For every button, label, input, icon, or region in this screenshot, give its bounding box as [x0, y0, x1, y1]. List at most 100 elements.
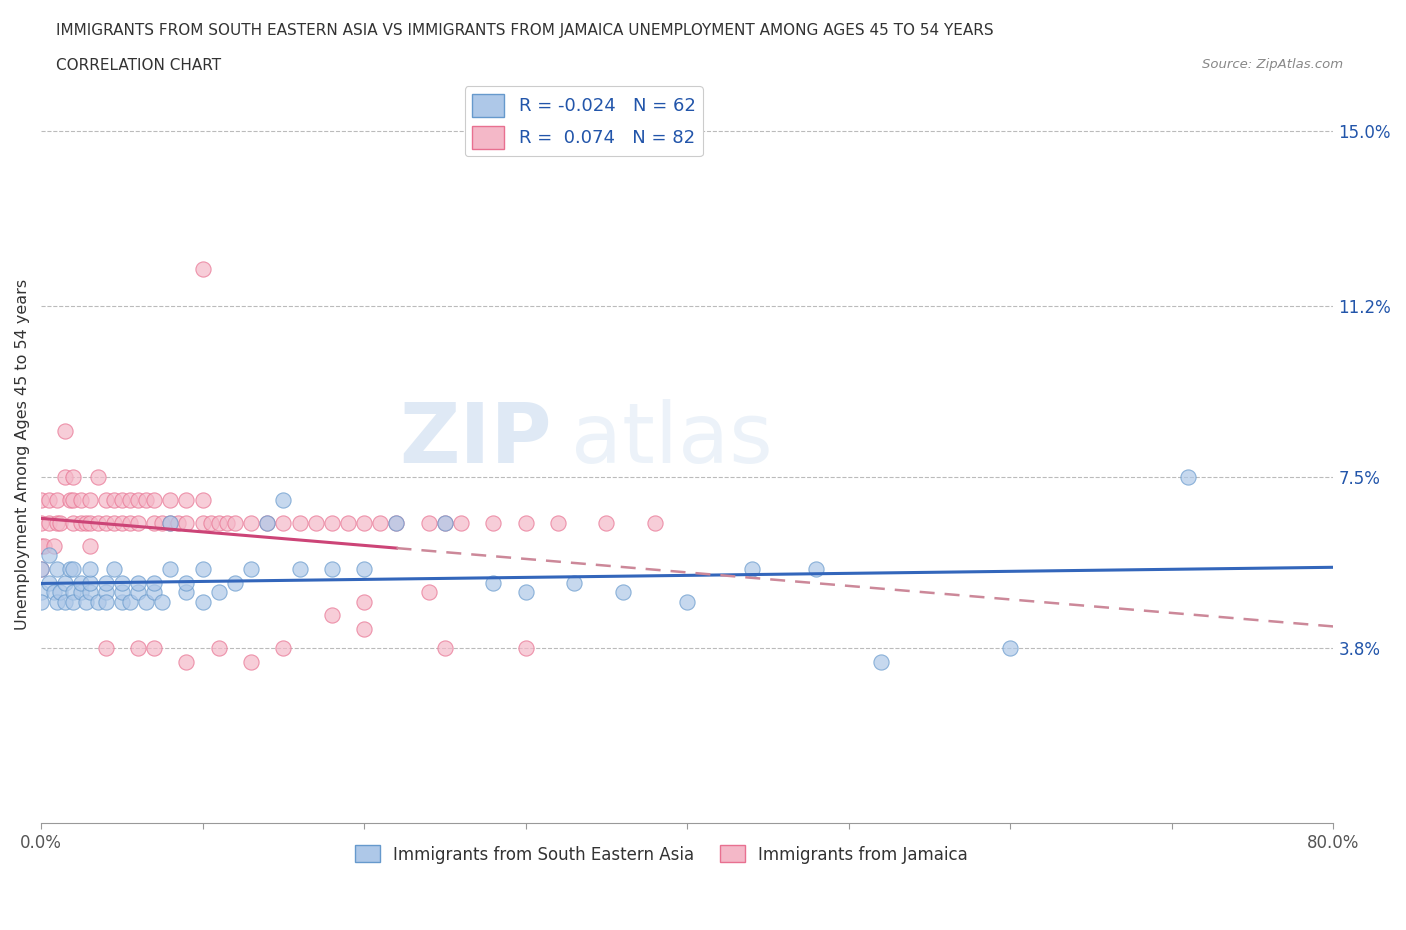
Point: [111, 493, 134, 508]
Point: [127, 576, 149, 591]
Point: [215, 516, 238, 531]
Point: [94, 516, 117, 531]
Point: [515, 641, 537, 656]
Point: [150, 516, 173, 531]
Point: [75, 594, 97, 609]
Text: CORRELATION CHART: CORRELATION CHART: [56, 58, 221, 73]
Point: [321, 516, 343, 531]
Point: [353, 622, 375, 637]
Point: [30, 562, 52, 577]
Point: [86, 516, 108, 531]
Point: [94, 493, 117, 508]
Point: [288, 516, 311, 531]
Point: [86, 594, 108, 609]
Point: [143, 493, 166, 508]
Point: [433, 516, 456, 531]
Point: [59, 493, 82, 508]
Point: [450, 516, 472, 531]
Point: [515, 585, 537, 600]
Point: [515, 516, 537, 531]
Point: [30, 516, 52, 531]
Point: [240, 654, 263, 669]
Point: [143, 641, 166, 656]
Point: [143, 576, 166, 591]
Point: [42, 538, 65, 553]
Point: [46, 493, 69, 508]
Point: [806, 562, 828, 577]
Point: [127, 641, 149, 656]
Point: [612, 585, 634, 600]
Point: [127, 493, 149, 508]
Point: [191, 262, 214, 277]
Point: [111, 516, 134, 531]
Point: [353, 516, 375, 531]
Point: [288, 562, 311, 577]
Point: [30, 585, 52, 600]
Point: [208, 641, 231, 656]
Point: [433, 516, 456, 531]
Point: [59, 562, 82, 577]
Point: [159, 516, 181, 531]
Point: [547, 516, 569, 531]
Text: Source: ZipAtlas.com: Source: ZipAtlas.com: [1202, 58, 1343, 71]
Point: [135, 594, 157, 609]
Point: [46, 562, 69, 577]
Point: [118, 493, 141, 508]
Point: [94, 576, 117, 591]
Point: [256, 516, 278, 531]
Point: [191, 493, 214, 508]
Point: [385, 516, 408, 531]
Point: [75, 516, 97, 531]
Point: [34, 538, 56, 553]
Point: [46, 516, 69, 531]
Point: [62, 585, 84, 600]
Point: [482, 576, 505, 591]
Point: [353, 594, 375, 609]
Point: [370, 516, 392, 531]
Point: [595, 516, 617, 531]
Point: [176, 585, 198, 600]
Point: [94, 594, 117, 609]
Point: [79, 562, 101, 577]
Point: [273, 493, 295, 508]
Point: [150, 594, 173, 609]
Point: [111, 585, 134, 600]
Point: [562, 576, 585, 591]
Point: [176, 576, 198, 591]
Point: [42, 585, 65, 600]
Legend: Immigrants from South Eastern Asia, Immigrants from Jamaica: Immigrants from South Eastern Asia, Immi…: [349, 839, 974, 870]
Point: [53, 576, 76, 591]
Point: [53, 470, 76, 485]
Point: [38, 493, 60, 508]
Point: [200, 516, 222, 531]
Point: [79, 493, 101, 508]
Point: [741, 562, 763, 577]
Point: [143, 516, 166, 531]
Point: [135, 493, 157, 508]
Point: [127, 516, 149, 531]
Point: [321, 562, 343, 577]
Point: [167, 516, 190, 531]
Point: [353, 562, 375, 577]
Point: [224, 576, 246, 591]
Point: [30, 562, 52, 577]
Point: [143, 585, 166, 600]
Point: [208, 585, 231, 600]
Point: [176, 654, 198, 669]
Point: [30, 538, 52, 553]
Y-axis label: Unemployment Among Ages 45 to 54 years: Unemployment Among Ages 45 to 54 years: [15, 278, 30, 630]
Point: [321, 608, 343, 623]
Text: IMMIGRANTS FROM SOUTH EASTERN ASIA VS IMMIGRANTS FROM JAMAICA UNEMPLOYMENT AMONG: IMMIGRANTS FROM SOUTH EASTERN ASIA VS IM…: [56, 23, 994, 38]
Point: [30, 493, 52, 508]
Point: [870, 654, 893, 669]
Point: [38, 548, 60, 563]
Text: ZIP: ZIP: [399, 399, 551, 480]
Point: [62, 470, 84, 485]
Point: [159, 562, 181, 577]
Point: [30, 594, 52, 609]
Point: [305, 516, 328, 531]
Point: [191, 516, 214, 531]
Point: [240, 516, 263, 531]
Point: [49, 516, 72, 531]
Point: [111, 594, 134, 609]
